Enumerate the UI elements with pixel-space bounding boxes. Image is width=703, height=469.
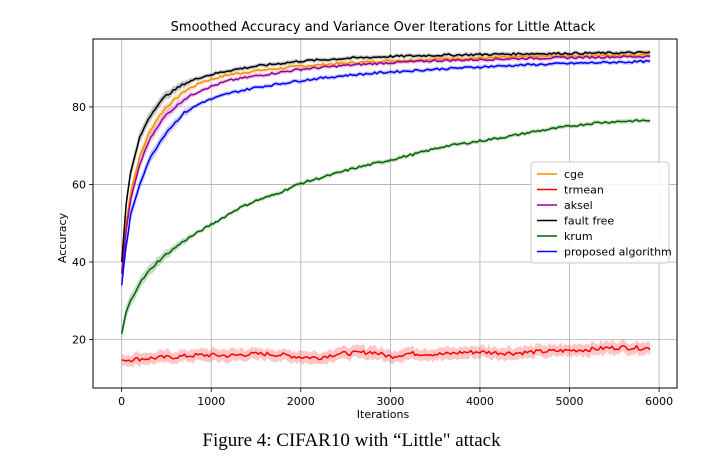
x-tick-label: 0 — [118, 395, 125, 408]
figure-caption: Figure 4: CIFAR10 with “Little" attack — [202, 430, 501, 451]
y-tick-label: 60 — [72, 178, 86, 191]
legend-entry: krum — [564, 230, 593, 243]
axis-ticks: 0 1000 2000 3000 4000 5000 6000 20 40 60 80 — [72, 101, 673, 408]
series-line-trmean — [121, 344, 651, 363]
series-line-fault-free — [120, 51, 651, 263]
series-lines — [120, 51, 651, 363]
legend-entry: fault free — [564, 215, 614, 228]
plot-frame — [92, 38, 678, 389]
legend-entry: proposed algorithm — [564, 246, 672, 259]
series-line-krum — [120, 119, 651, 334]
x-tick-label: 4000 — [466, 395, 494, 408]
x-tick-label: 6000 — [645, 395, 673, 408]
variance-band-trmean — [121, 339, 651, 368]
legend-box — [530, 161, 670, 264]
series-line-proposed-algorithm — [120, 59, 651, 286]
accuracy-line-chart: Smoothed Accuracy and Variance Over Iter… — [56, 20, 678, 421]
x-tick-label: 1000 — [197, 395, 225, 408]
series-line-aksel — [120, 55, 651, 274]
y-tick-label: 20 — [72, 334, 86, 347]
legend-entry: aksel — [564, 199, 593, 212]
variance-bands — [121, 49, 651, 368]
x-tick-label: 3000 — [376, 395, 404, 408]
y-tick-label: 80 — [72, 101, 86, 114]
variance-band-krum — [121, 117, 651, 341]
x-axis-label: Iterations — [357, 408, 410, 421]
chart-title: Smoothed Accuracy and Variance Over Iter… — [171, 20, 596, 35]
y-tick-label: 40 — [72, 256, 86, 269]
x-tick-label: 2000 — [287, 395, 315, 408]
legend: cge trmean aksel fault free krum proposed alg… — [530, 161, 672, 264]
legend-entry: trmean — [564, 184, 604, 197]
x-tick-label: 5000 — [556, 395, 584, 408]
y-axis-label: Accuracy — [56, 212, 69, 263]
legend-entry: cge — [564, 168, 584, 181]
series-line-cge — [120, 52, 651, 270]
